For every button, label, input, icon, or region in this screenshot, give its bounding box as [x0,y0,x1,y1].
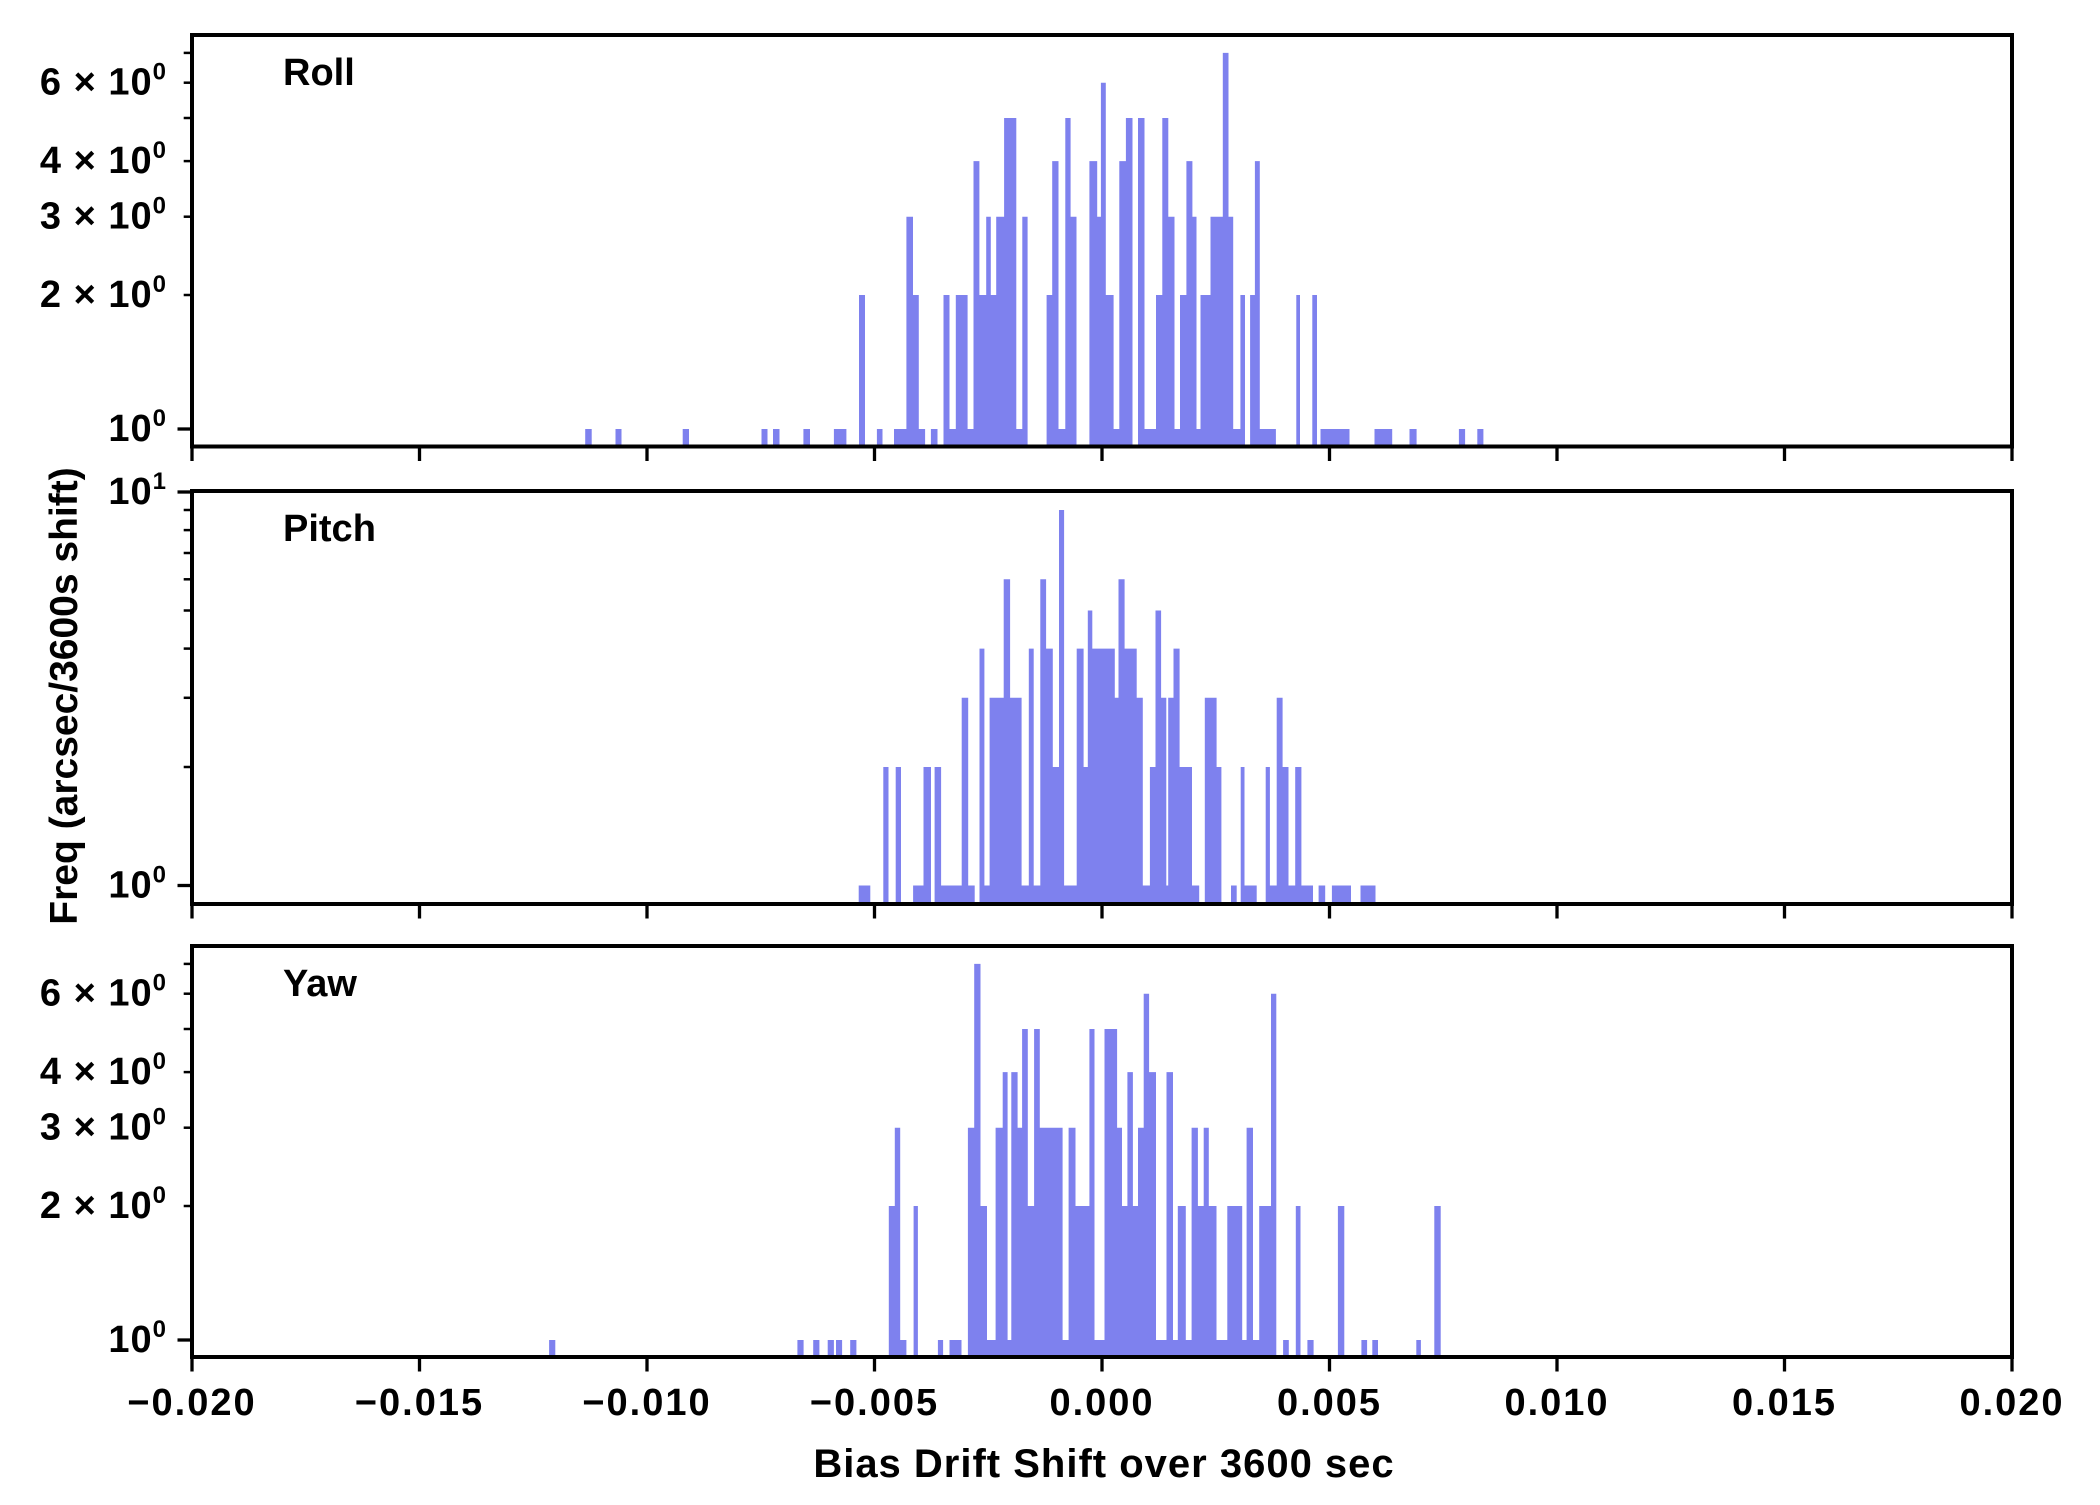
svg-text:100: 100 [108,405,167,450]
svg-text:6 × 100: 6 × 100 [40,59,167,104]
svg-text:−0.010: −0.010 [582,1382,711,1424]
svg-text:100: 100 [108,1316,167,1361]
svg-text:−0.020: −0.020 [127,1382,256,1424]
svg-text:2 × 100: 2 × 100 [40,1182,167,1227]
svg-text:Bias Drift Shift over 3600 sec: Bias Drift Shift over 3600 sec [813,1442,1394,1486]
svg-text:0.005: 0.005 [1277,1382,1382,1424]
svg-text:0.010: 0.010 [1504,1382,1609,1424]
svg-text:Yaw: Yaw [283,963,357,1005]
svg-text:2 × 100: 2 × 100 [40,271,167,316]
svg-text:3 × 100: 3 × 100 [40,1104,167,1149]
svg-text:Pitch: Pitch [283,508,376,550]
svg-text:−0.015: −0.015 [355,1382,484,1424]
svg-text:Freq (arcsec/3600s shift): Freq (arcsec/3600s shift) [43,467,86,924]
svg-text:100: 100 [108,862,167,907]
svg-text:4 × 100: 4 × 100 [40,1048,167,1093]
svg-text:101: 101 [108,468,167,513]
svg-text:Roll: Roll [283,52,355,94]
svg-text:0.020: 0.020 [1959,1382,2064,1424]
svg-text:−0.005: −0.005 [810,1382,939,1424]
svg-text:4 × 100: 4 × 100 [40,137,167,182]
svg-text:0.000: 0.000 [1049,1382,1154,1424]
svg-text:6 × 100: 6 × 100 [40,970,167,1015]
svg-text:3 × 100: 3 × 100 [40,193,167,238]
svg-text:0.015: 0.015 [1732,1382,1837,1424]
